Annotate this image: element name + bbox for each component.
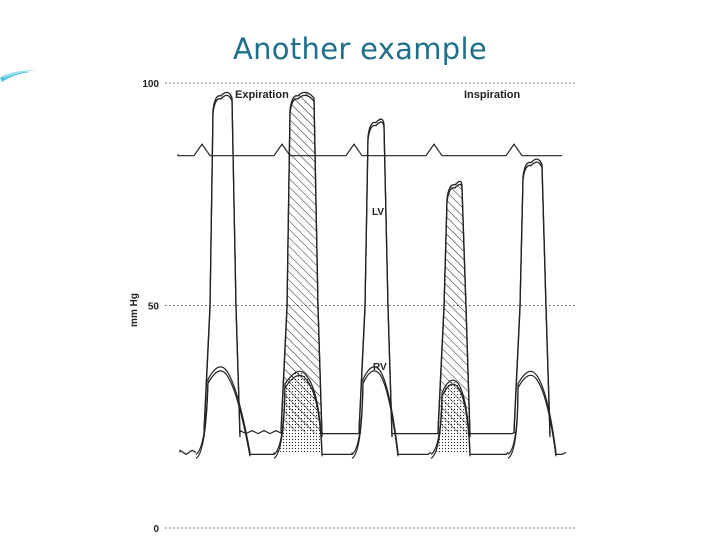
rv-shaded-area-4 — [431, 380, 470, 455]
rv-baseline-2 — [321, 452, 353, 455]
rv-baseline-end — [555, 451, 567, 455]
rv-beat-5 — [507, 370, 557, 455]
corner-swoosh-decoration — [0, 70, 36, 82]
rv-baseline-4 — [469, 451, 509, 455]
y-tick-labels: 0 50 100 — [142, 79, 159, 535]
rv-beat-2 — [273, 370, 323, 455]
lv-beat-5-shadow — [513, 161, 551, 438]
lv-baseline-1 — [239, 429, 284, 435]
y-axis-title: mm Hg — [129, 293, 140, 327]
gridlines — [165, 82, 575, 529]
rv-beat-3-shadow — [351, 370, 399, 459]
lv-baseline-3 — [391, 432, 441, 435]
rv-beat-1-shadow — [195, 370, 251, 459]
rv-baseline-1 — [249, 452, 275, 455]
lv-trace-label: LV — [372, 207, 384, 218]
rv-beat-4 — [430, 379, 471, 455]
rv-beat-1 — [195, 366, 251, 455]
rv-baseline-3 — [397, 451, 432, 455]
shaded-regions — [274, 92, 470, 455]
y-tick-label-100: 100 — [142, 79, 159, 90]
expiration-label: Expiration — [235, 89, 289, 101]
lv-baseline-4 — [469, 431, 517, 435]
rv-beat-2-shadow — [273, 374, 323, 459]
baseline-trace — [177, 143, 562, 157]
rv-shaded-area-2 — [274, 371, 322, 455]
lv-shaded-area-2 — [281, 92, 322, 435]
rv-baseline-start — [179, 449, 197, 456]
rv-beat-5-shadow — [507, 374, 557, 459]
inspiration-label: Inspiration — [464, 89, 521, 101]
lv-beat-3-shadow — [358, 121, 393, 438]
rv-beat-4-shadow — [430, 383, 471, 459]
y-tick-label-50: 50 — [148, 302, 160, 313]
pressure-traces — [177, 91, 567, 459]
lv-beat-1-shadow — [203, 94, 241, 438]
lv-beat-4-shadow — [437, 183, 471, 438]
y-tick-label-0: 0 — [153, 524, 159, 535]
lv-baseline-2 — [321, 431, 362, 435]
lv-beat-2-shadow — [280, 94, 323, 438]
slide-title: Another example — [232, 32, 488, 66]
rv-trace-label: RV — [373, 362, 387, 373]
